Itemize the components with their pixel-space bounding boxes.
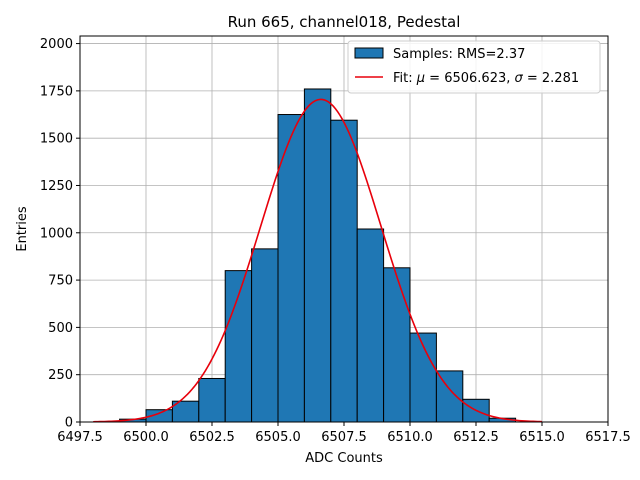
x-tick-label: 6500.0 [123,430,169,445]
histogram-bars [119,88,517,423]
legend-fit-mu-value: = 6506.623, [425,71,514,86]
fit-curve [93,98,543,423]
legend: Samples: RMS=2.37 Fit: μ = 6506.623, σ =… [347,40,601,94]
histogram-bar [409,332,437,423]
y-tick-label: 2000 [40,37,73,52]
y-tick-label: 1000 [40,226,73,241]
histogram-bar [251,248,279,423]
legend-box [347,40,601,94]
histogram-bar [277,114,305,423]
histogram-bar [356,228,385,423]
x-axis-label: ADC Counts [305,451,383,466]
y-axis-ticks: 0 250 500 750 1000 1250 1500 1750 2000 [40,37,80,431]
y-axis-label: Entries [15,206,30,252]
x-axis-ticks: 6497.5 6500.0 6502.5 6505.0 6507.5 6510.0 6512… [57,422,631,445]
histogram-bar [330,119,358,423]
x-tick-label: 6517.5 [585,430,631,445]
legend-fit-sigma-symbol: σ [515,71,524,86]
y-tick-label: 1250 [40,179,73,194]
x-tick-label: 6515.0 [519,430,565,445]
x-tick-label: 6512.5 [453,430,499,445]
x-tick-label: 6502.5 [189,430,235,445]
y-tick-label: 0 [65,416,73,431]
y-tick-label: 1750 [40,84,73,99]
legend-fit-prefix: Fit: [393,71,417,86]
legend-fit-mu-symbol: μ [416,71,425,86]
x-tick-label: 6497.5 [57,430,103,445]
x-tick-label: 6510.0 [387,430,433,445]
chart-title: Run 665, channel018, Pedestal [228,13,461,31]
y-tick-label: 500 [48,321,73,336]
legend-histogram-label: Samples: RMS=2.37 [393,47,525,62]
histogram-bar [383,267,411,423]
y-tick-label: 1500 [40,132,73,147]
legend-fit-label: Fit: μ = 6506.623, σ = 2.281 [393,71,579,86]
y-tick-label: 250 [48,368,73,383]
legend-histogram-swatch [354,47,384,59]
histogram-bar [198,377,226,423]
histogram-bar [303,88,332,423]
x-tick-label: 6505.0 [255,430,301,445]
legend-fit-sigma-value: = 2.281 [523,71,579,86]
histogram-bar [435,370,464,423]
x-tick-label: 6507.5 [321,430,367,445]
y-tick-label: 750 [48,274,73,289]
